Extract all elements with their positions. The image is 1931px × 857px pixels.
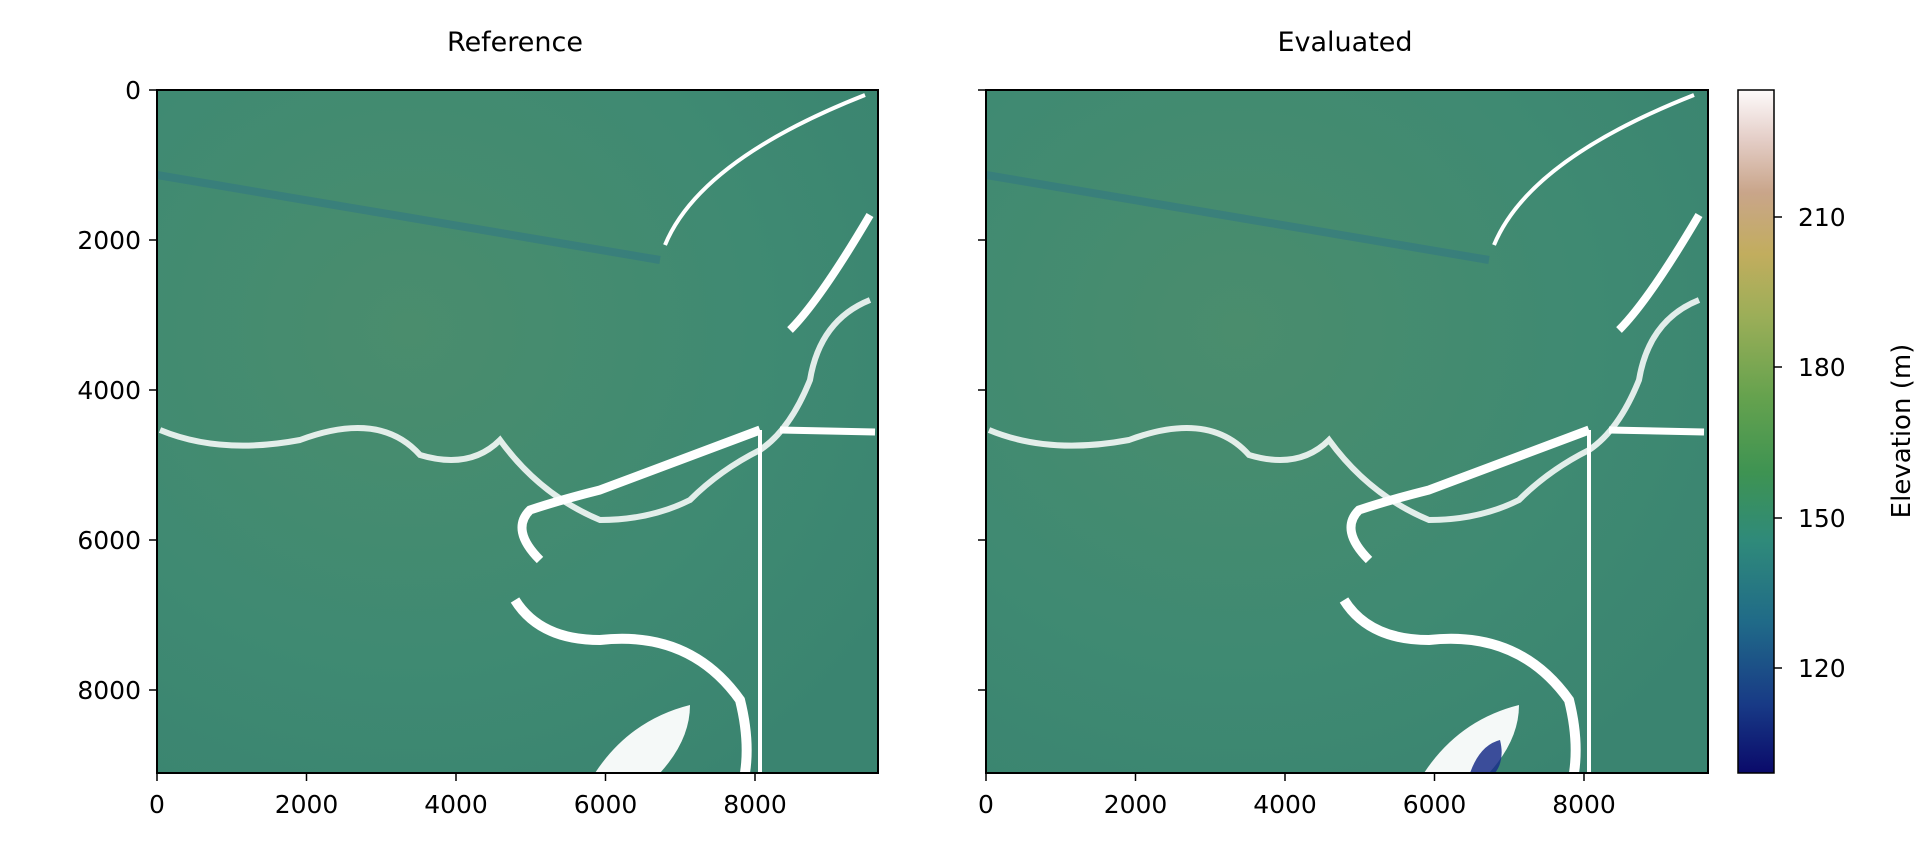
colorbar-tick-label: 180 xyxy=(1798,353,1846,382)
y-tick-label-reference: 6000 xyxy=(77,526,141,555)
colorbar-label: Elevation (m) xyxy=(1887,344,1917,519)
y-tick-reference: 8000 xyxy=(77,676,157,705)
x-tick-label-reference: 0 xyxy=(149,790,165,819)
x-tick-label-evaluated: 0 xyxy=(978,790,994,819)
panel-title-reference: Reference xyxy=(447,27,583,58)
x-tick-evaluated: 4000 xyxy=(1253,773,1317,819)
colorbar-gradient xyxy=(1737,89,1775,774)
colorbar-tick: 120 xyxy=(1774,654,1846,683)
y-tick-label-reference: 2000 xyxy=(77,226,141,255)
colorbar: 120 150 180 210 Elevation (m) xyxy=(1737,89,1917,774)
x-tick-label-reference: 8000 xyxy=(723,790,787,819)
x-tick-evaluated: 2000 xyxy=(1104,773,1168,819)
x-tick-reference: 4000 xyxy=(424,773,488,819)
colorbar-tick: 180 xyxy=(1774,353,1846,382)
x-tick-reference: 6000 xyxy=(574,773,638,819)
x-tick-reference: 2000 xyxy=(275,773,339,819)
x-tick-label-reference: 6000 xyxy=(574,790,638,819)
x-tick-label-evaluated: 4000 xyxy=(1253,790,1317,819)
x-tick-label-reference: 4000 xyxy=(424,790,488,819)
heatmap-image-evaluated xyxy=(985,89,1709,774)
colorbar-tick-label: 210 xyxy=(1798,203,1846,232)
x-tick-label-evaluated: 2000 xyxy=(1104,790,1168,819)
colorbar-tick-label: 150 xyxy=(1798,504,1846,533)
y-axis-evaluated xyxy=(978,89,986,691)
x-tick-reference: 0 xyxy=(149,773,165,819)
y-tick-reference: 0 xyxy=(125,76,157,105)
panel-title-evaluated: Evaluated xyxy=(1277,27,1412,58)
colorbar-tick: 150 xyxy=(1774,504,1846,533)
x-tick-label-evaluated: 8000 xyxy=(1552,790,1616,819)
y-tick-reference: 6000 xyxy=(77,526,157,555)
x-tick-reference: 8000 xyxy=(723,773,787,819)
x-tick-label-reference: 2000 xyxy=(275,790,339,819)
x-tick-evaluated: 6000 xyxy=(1403,773,1467,819)
x-tick-evaluated: 0 xyxy=(978,773,994,819)
y-tick-label-reference: 4000 xyxy=(77,376,141,405)
x-tick-label-evaluated: 6000 xyxy=(1403,790,1467,819)
colorbar-tick: 210 xyxy=(1774,203,1846,232)
panel-evaluated: Evaluated 0 2000 xyxy=(978,27,1709,819)
panel-reference: Reference 0 2000 4000 xyxy=(77,27,879,819)
y-axis-reference: 0 2000 4000 6000 8000 xyxy=(77,76,157,705)
y-tick-reference: 2000 xyxy=(77,226,157,255)
x-axis-reference: 0 2000 4000 6000 8000 xyxy=(149,773,787,819)
y-tick-reference: 4000 xyxy=(77,376,157,405)
x-tick-evaluated: 8000 xyxy=(1552,773,1616,819)
x-axis-evaluated: 0 2000 4000 6000 8000 xyxy=(978,773,1616,819)
y-tick-label-reference: 8000 xyxy=(77,676,141,705)
heatmap-image-reference xyxy=(156,89,879,774)
colorbar-tick-label: 120 xyxy=(1798,654,1846,683)
y-tick-label-reference: 0 xyxy=(125,76,141,105)
